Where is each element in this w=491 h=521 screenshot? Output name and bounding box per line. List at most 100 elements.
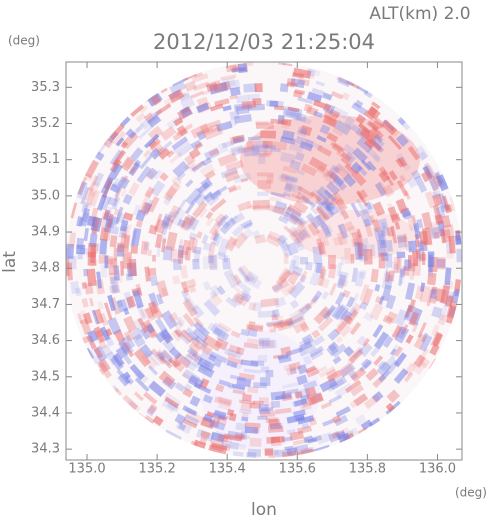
echo-cell <box>226 360 238 369</box>
echo-cell <box>260 411 275 417</box>
echo-cell <box>210 229 220 241</box>
echo-cell <box>103 137 115 149</box>
echo-cell <box>156 243 161 258</box>
echo-cell <box>246 140 255 150</box>
echo-cell <box>196 231 203 239</box>
echo-cell <box>246 451 257 458</box>
echo-cell <box>293 237 302 248</box>
echo-cell <box>246 324 264 332</box>
x-tick-label: 136.0 <box>419 462 456 477</box>
echo-cell <box>267 425 284 433</box>
echo-cell <box>230 330 241 339</box>
echo-cell <box>419 253 427 261</box>
echo-cell <box>282 388 299 396</box>
echo-cell <box>81 282 87 289</box>
echo-cell <box>373 355 384 366</box>
echo-cell <box>378 295 385 306</box>
echo-cell <box>231 284 244 296</box>
echo-cell <box>219 217 237 235</box>
echo-cell <box>352 347 364 359</box>
echo-cell <box>410 360 418 368</box>
echo-cell <box>370 268 379 283</box>
echo-cell <box>249 437 262 447</box>
echo-cell <box>373 227 382 242</box>
echo-cell <box>337 431 346 439</box>
echo-cell <box>220 439 240 451</box>
echo-cell <box>336 150 345 158</box>
echo-cell <box>434 214 444 225</box>
echo-cell <box>322 92 333 101</box>
echo-cell <box>356 84 370 95</box>
echo-cell <box>429 221 441 236</box>
echo-cell <box>393 346 404 358</box>
echo-cell <box>391 324 403 339</box>
echo-cell <box>296 374 308 386</box>
echo-cell <box>348 346 364 361</box>
echo-cell <box>444 224 455 238</box>
echo-cell <box>333 119 352 136</box>
echo-cell <box>339 362 356 378</box>
echo-cell <box>319 271 326 280</box>
echo-cell <box>306 106 319 117</box>
echo-cell <box>144 266 151 282</box>
echo-cell <box>228 413 237 422</box>
echo-cell <box>351 267 359 283</box>
echo-cell <box>227 352 237 359</box>
echo-cell <box>67 256 77 270</box>
echo-cell <box>254 140 269 149</box>
echo-cell <box>301 333 315 346</box>
echo-cell <box>147 92 163 107</box>
echo-cell <box>195 102 210 114</box>
echo-cell <box>76 216 83 227</box>
echo-cell <box>294 240 306 252</box>
echo-cell <box>134 377 150 392</box>
echo-cell <box>105 215 116 229</box>
echo-cell <box>403 259 411 271</box>
echo-cell <box>284 445 294 451</box>
echo-cell <box>303 103 313 113</box>
echo-cell <box>331 142 344 154</box>
echo-cell <box>179 329 194 344</box>
echo-cell <box>88 175 99 192</box>
echo-cell <box>363 218 371 227</box>
echo-cell <box>154 218 167 234</box>
echo-cell <box>327 254 336 269</box>
echo-cell <box>188 232 198 241</box>
echo-cell <box>265 319 284 326</box>
echo-cell <box>336 262 343 277</box>
echo-cell <box>214 337 229 351</box>
echo-cell <box>328 171 345 187</box>
echo-cell <box>207 322 224 337</box>
echo-cell <box>232 136 245 144</box>
echo-cell <box>81 201 90 214</box>
echo-cell <box>399 265 406 284</box>
echo-cell <box>123 212 134 222</box>
echo-cell <box>292 320 309 334</box>
echo-cell <box>178 355 198 372</box>
echo-cell <box>193 192 208 207</box>
echo-cell <box>227 184 238 193</box>
echo-cell <box>381 221 387 230</box>
echo-cell <box>399 174 407 183</box>
y-tick-label: 35.2 <box>31 116 60 131</box>
echo-cell <box>126 262 137 277</box>
echo-cell <box>217 152 238 167</box>
echo-cell <box>437 257 446 270</box>
echo-cell <box>169 346 182 360</box>
echo-cell <box>170 209 180 220</box>
echo-cell <box>86 268 97 287</box>
y-tick-label: 34.4 <box>31 405 60 420</box>
echo-cell <box>315 198 324 207</box>
echo-cell <box>305 365 317 374</box>
echo-cell <box>275 315 284 323</box>
echo-cell <box>223 433 243 442</box>
echo-cell <box>361 337 371 347</box>
echo-cell <box>309 191 322 202</box>
echo-cell <box>252 457 259 458</box>
echo-cell <box>259 58 271 61</box>
echo-cell <box>365 201 373 211</box>
echo-cell <box>66 262 73 281</box>
echo-cell <box>300 195 316 209</box>
echo-cell <box>115 206 124 225</box>
echo-cell <box>279 151 296 164</box>
